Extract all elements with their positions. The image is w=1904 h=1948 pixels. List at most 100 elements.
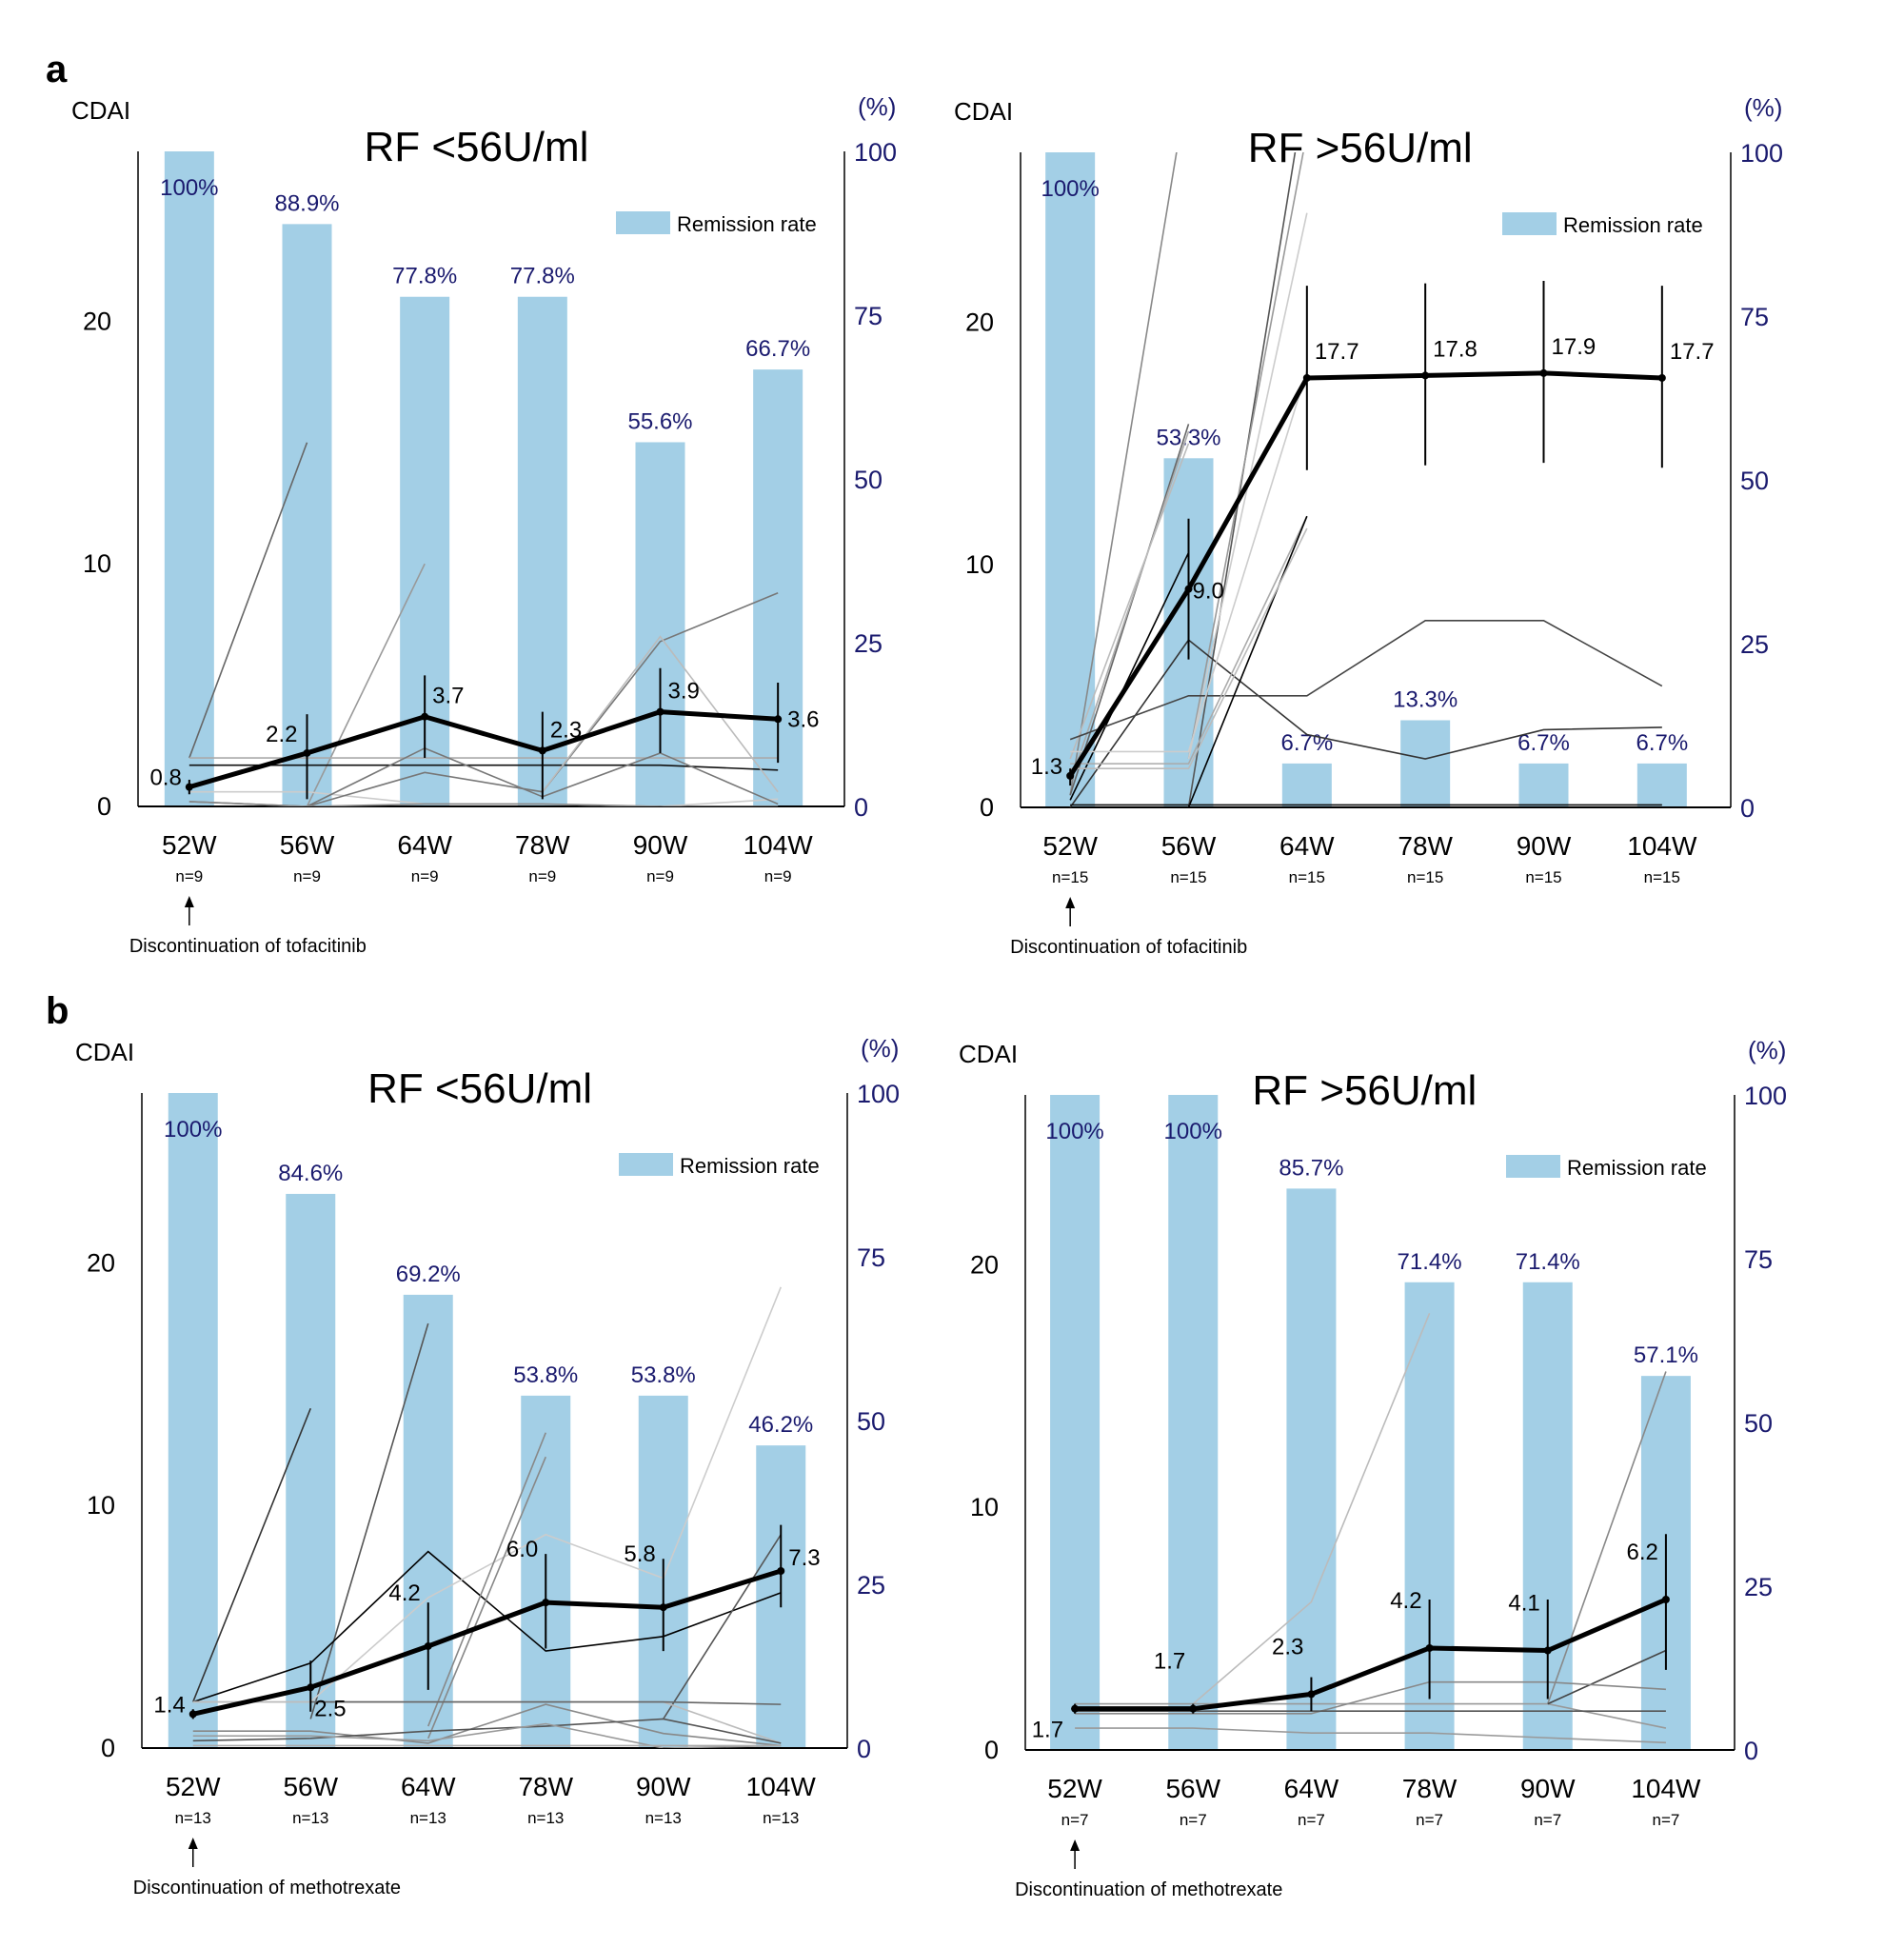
individual-line <box>1070 515 1308 765</box>
mean-cdai-label: 17.9 <box>1552 334 1597 360</box>
remission-label: 85.7% <box>1279 1155 1343 1181</box>
x-tick-label: 78W <box>518 1772 573 1801</box>
chart-panel-b-left: 100% 84.6% 69.2% 53.8% 53.8% 46.2% CDAI (%) RF <… <box>75 1034 900 1898</box>
n-label: n=9 <box>764 867 792 885</box>
n-label: n=7 <box>1534 1811 1561 1829</box>
remission-bar <box>1286 1188 1337 1750</box>
arrow-head-icon <box>188 1838 198 1849</box>
individual-lines <box>188 442 779 806</box>
mean-cdai-label: 3.6 <box>787 706 819 732</box>
individual-line <box>1070 527 1308 770</box>
mean-cdai-line <box>1068 370 1662 778</box>
individual-line <box>1069 443 1190 760</box>
panel-letter-a: a <box>46 49 68 90</box>
remission-label: 57.1% <box>1634 1342 1698 1368</box>
individual-line <box>1075 1727 1666 1744</box>
right-tick-label: 25 <box>854 629 883 658</box>
discontinuation-annotation: Discontinuation of tofacitinib <box>129 936 367 957</box>
individual-line <box>1192 1313 1431 1705</box>
mean-cdai-label: 1.3 <box>1031 754 1062 780</box>
mean-cdai-line <box>188 709 779 790</box>
remission-bar <box>1400 720 1451 807</box>
individual-line <box>188 801 779 806</box>
right-axis-label: (%) <box>861 1034 899 1063</box>
legend-swatch <box>619 1153 673 1176</box>
remission-label: 71.4% <box>1398 1249 1462 1275</box>
right-tick-label: 25 <box>1744 1573 1773 1601</box>
individual-line <box>192 1286 782 1703</box>
left-tick-label: 20 <box>965 308 994 336</box>
mean-cdai-label: 1.7 <box>1032 1718 1063 1743</box>
mean-cdai-line <box>1075 1597 1667 1712</box>
individual-line <box>1075 1680 1666 1715</box>
remission-bar <box>164 151 214 806</box>
n-label: n=15 <box>1170 868 1206 886</box>
mean-cdai-label: 2.3 <box>550 717 582 743</box>
x-tick-label: 90W <box>1517 831 1572 861</box>
chart-panel-a-right: 100%53.3%6.7%13.3%6.7% 6.7%CDAI (%)RF >56U… <box>954 93 1783 958</box>
n-label: n=9 <box>411 867 439 885</box>
x-tick-label: 104W <box>746 1772 817 1801</box>
individual-line <box>188 442 308 759</box>
mean-point <box>303 748 311 757</box>
n-label: n=7 <box>1416 1811 1443 1829</box>
individual-lines <box>1075 1313 1667 1744</box>
mean-cdai-label: 7.3 <box>788 1545 820 1571</box>
legend-label: Remission rate <box>1567 1156 1707 1180</box>
n-label: n=9 <box>646 867 674 885</box>
mean-cdai-label: 4.1 <box>1508 1591 1539 1617</box>
remission-bar <box>1168 1095 1219 1750</box>
individual-line <box>188 764 779 771</box>
mean-point <box>1307 1690 1316 1699</box>
chart-title: RF >56U/ml <box>1248 125 1473 171</box>
right-tick-label: 0 <box>854 793 868 822</box>
mean-point <box>1543 1646 1552 1655</box>
legend-swatch <box>1506 1155 1560 1178</box>
remission-label: 71.4% <box>1516 1249 1580 1275</box>
mean-cdai-label: 0.8 <box>149 765 181 791</box>
left-axis-label: CDAI <box>75 1038 134 1066</box>
right-tick-label: 75 <box>1740 303 1769 331</box>
mean-point <box>1189 1704 1198 1713</box>
remission-label: 84.6% <box>278 1161 343 1186</box>
x-tick-label: 104W <box>744 830 814 860</box>
remission-label: 100% <box>164 1117 222 1143</box>
individual-line <box>1070 370 1308 753</box>
left-tick-label: 10 <box>87 1491 115 1520</box>
right-tick-label: 0 <box>1740 794 1755 823</box>
n-label: n=13 <box>292 1809 328 1827</box>
individual-line <box>306 563 426 806</box>
remission-label: 53.8% <box>513 1362 578 1388</box>
individual-line <box>1187 515 1308 807</box>
mean-cdai-label: 2.2 <box>266 722 297 747</box>
mean-cdai-label: 4.2 <box>1390 1588 1421 1614</box>
mean-point <box>542 1599 550 1607</box>
remission-label: 69.2% <box>396 1262 461 1287</box>
left-tick-label: 0 <box>101 1734 115 1762</box>
chart-title: RF <56U/ml <box>364 124 588 170</box>
individual-line <box>192 1722 782 1748</box>
n-label: n=15 <box>1289 868 1325 886</box>
right-tick-label: 25 <box>857 1571 885 1600</box>
remission-label: 66.7% <box>745 336 810 362</box>
remission-label: 53.8% <box>631 1362 696 1388</box>
individual-line <box>1547 1649 1667 1705</box>
individual-line <box>1069 430 1190 784</box>
right-tick-label: 0 <box>857 1735 871 1763</box>
chart-title: RF >56U/ml <box>1252 1067 1477 1114</box>
x-tick-label: 52W <box>166 1772 221 1801</box>
x-tick-label: 90W <box>633 830 688 860</box>
remission-label: 100% <box>160 175 218 201</box>
mean-point <box>1184 585 1193 593</box>
right-tick-label: 100 <box>857 1080 900 1108</box>
x-tick-label: 78W <box>1398 831 1453 861</box>
individual-line <box>192 1407 311 1702</box>
mean-cdai-label: 5.8 <box>624 1541 655 1567</box>
n-label: n=7 <box>1298 1811 1325 1829</box>
individual-lines <box>1069 152 1663 807</box>
x-tick-label: 64W <box>401 1772 456 1801</box>
x-tick-label: 56W <box>1161 831 1217 861</box>
n-label: n=15 <box>1407 868 1443 886</box>
remission-label: 55.6% <box>627 408 692 434</box>
